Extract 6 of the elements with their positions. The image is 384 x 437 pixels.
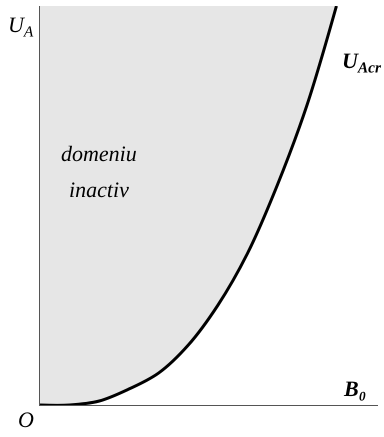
annotation: domeniu	[61, 141, 137, 166]
y-axis-title: U$_{A}$	[8, 12, 34, 41]
text: O	[18, 407, 34, 432]
x-axis-title: B₀	[343, 376, 366, 401]
annotation: inactiv	[69, 177, 130, 202]
series-label: U$_{Acr}$	[342, 48, 382, 77]
